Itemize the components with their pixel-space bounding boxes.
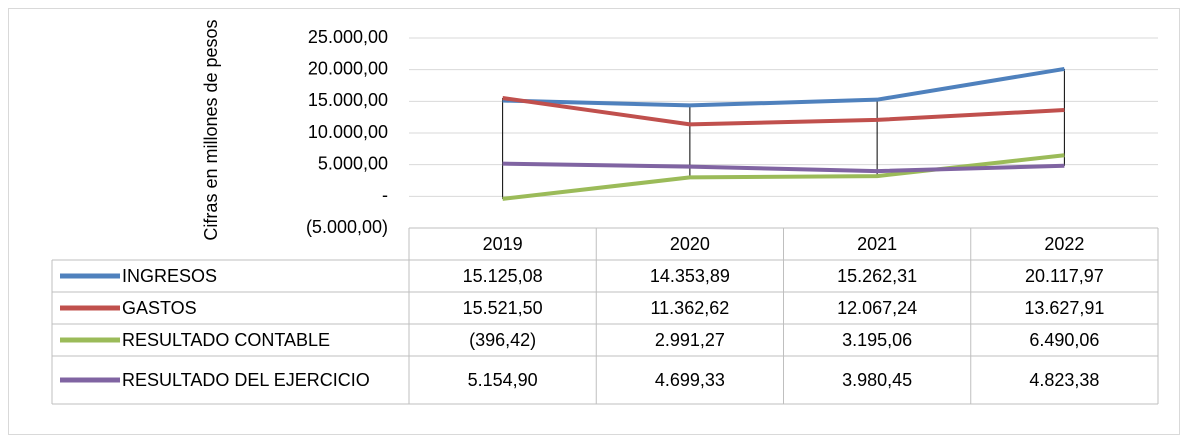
table-value: 15.521,50 xyxy=(462,298,543,318)
y-tick-label: 20.000,00 xyxy=(308,58,388,78)
table-value: 5.154,90 xyxy=(467,370,538,390)
y-tick-label: 5.000,00 xyxy=(318,153,388,173)
y-tick-label: (5.000,00) xyxy=(306,217,388,237)
category-label: 2019 xyxy=(482,234,523,254)
category-label: 2021 xyxy=(857,234,898,254)
table-value: 13.627,91 xyxy=(1024,298,1105,318)
y-tick-label: 15.000,00 xyxy=(308,90,388,110)
series-line xyxy=(502,153,1065,201)
legend-label: RESULTADO CONTABLE xyxy=(122,330,331,350)
series-line xyxy=(502,96,1065,127)
legend-label: RESULTADO DEL EJERCICIO xyxy=(122,370,370,390)
table-value: 15.125,08 xyxy=(462,266,543,286)
y-tick-label: 25.000,00 xyxy=(308,27,388,47)
legend-label: INGRESOS xyxy=(122,266,218,286)
table-value: 3.980,45 xyxy=(842,370,913,390)
table-value: (396,42) xyxy=(469,330,537,350)
series-line xyxy=(502,66,1065,108)
table-value: 2.991,27 xyxy=(654,330,725,350)
y-axis-label: Cifras en millones de pesos xyxy=(201,19,221,240)
legend-label: GASTOS xyxy=(122,298,197,318)
table-value: 11.362,62 xyxy=(650,298,730,318)
y-tick-label: - xyxy=(382,185,388,205)
category-label: 2020 xyxy=(669,234,710,254)
y-tick-label: 10.000,00 xyxy=(308,122,388,142)
table-value: 3.195,06 xyxy=(842,330,913,350)
table-value: 4.823,38 xyxy=(1029,370,1100,390)
table-value: 6.490,06 xyxy=(1029,330,1100,350)
table-value: 14.353,89 xyxy=(649,266,730,286)
category-label: 2022 xyxy=(1044,234,1085,254)
chart-border xyxy=(8,8,1180,435)
table-value: 12.067,24 xyxy=(837,298,918,318)
table-value: 4.699,33 xyxy=(654,370,725,390)
table-value: 20.117,97 xyxy=(1025,266,1104,286)
series-line xyxy=(502,161,1065,174)
table-value: 15.262,31 xyxy=(837,266,918,286)
